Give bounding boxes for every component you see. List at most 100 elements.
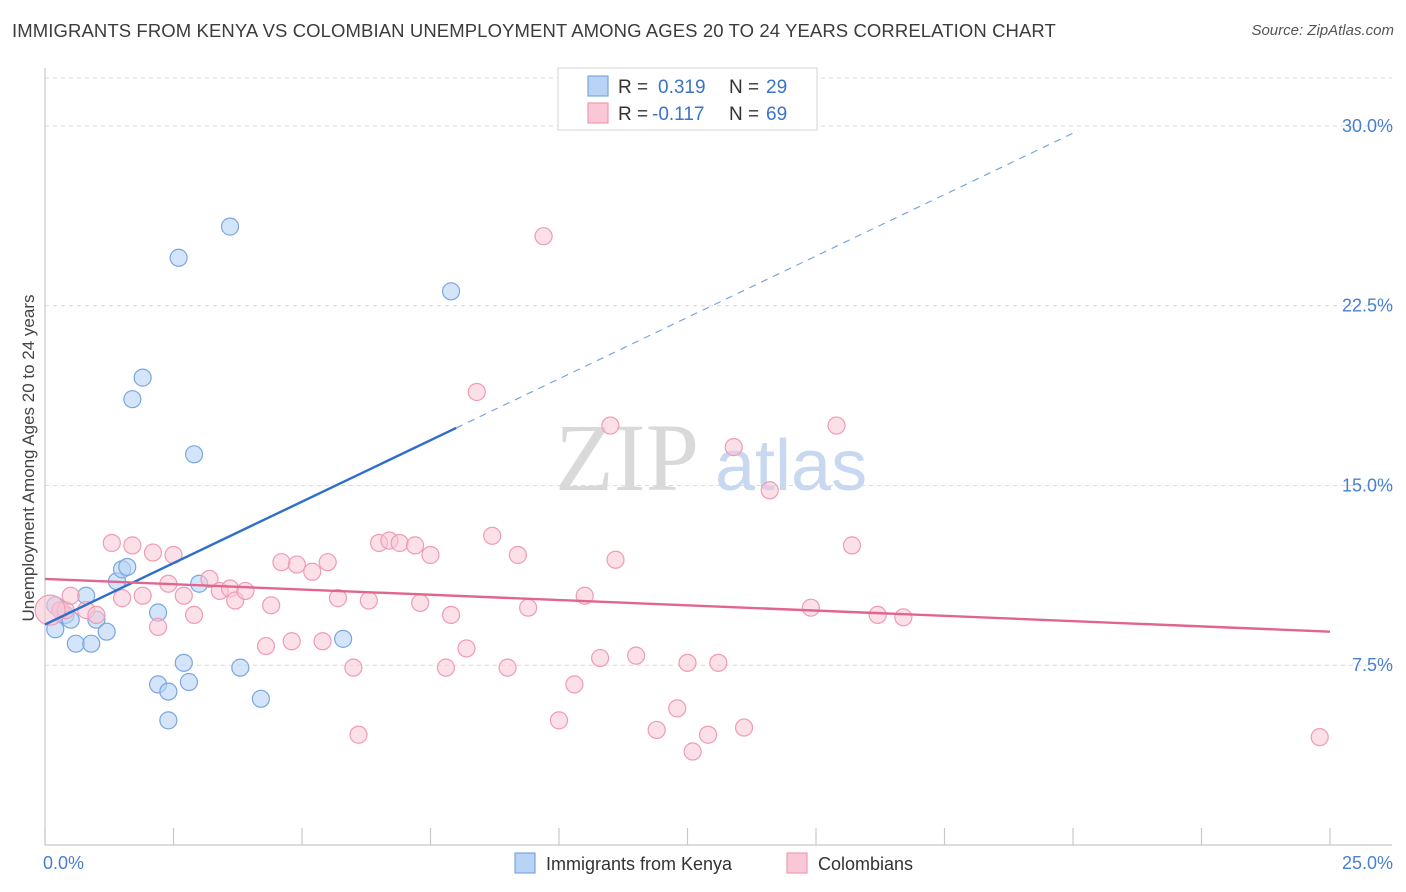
colombians-point [303, 562, 322, 581]
kenya-trend-line [44, 426, 457, 626]
y-axis-title: Unemployment Among Ages 20 to 24 years [19, 295, 38, 622]
colombians-point [313, 632, 332, 651]
colombians-point [734, 718, 754, 737]
colombians-point [282, 632, 301, 651]
legend-r-label-colombians: R = [618, 104, 648, 125]
colombians-point [148, 617, 168, 636]
colombians-point [760, 481, 779, 500]
kenya-point [66, 634, 85, 653]
legend-swatch-kenya [587, 75, 609, 97]
x-tick-label-max: 25.0% [1342, 853, 1393, 873]
colombians-point [262, 596, 281, 615]
y-tick-label: 15.0% [1342, 475, 1393, 495]
chart-title: IMMIGRANTS FROM KENYA VS COLOMBIAN UNEMP… [12, 20, 1056, 41]
kenya-point [174, 653, 193, 672]
trend-lines [44, 130, 1331, 633]
colombians-point [272, 553, 291, 572]
kenya-point [82, 634, 101, 653]
legend-r-value-colombians: -0.117 [652, 104, 704, 125]
kenya-point [220, 217, 240, 236]
x-tick-labels: 0.0% 25.0% [43, 853, 1393, 873]
colombians-point [626, 646, 646, 665]
colombians-point [61, 586, 80, 605]
colombians-point [200, 569, 219, 589]
colombians-point [457, 639, 476, 658]
colombians-point [827, 416, 846, 435]
series-legend: Immigrants from Kenya Colombians [514, 852, 913, 874]
legend-swatch-colombians [587, 102, 609, 124]
colombians-point [801, 598, 820, 617]
watermark-zip: ZIP [555, 404, 699, 511]
colombians-point [236, 581, 255, 601]
y-tick-label: 22.5% [1342, 296, 1393, 316]
colombians-point [328, 589, 348, 608]
colombians-point [549, 711, 569, 730]
colombians-point [606, 550, 625, 569]
y-tick-label: 30.0% [1342, 116, 1393, 136]
colombians-point [519, 598, 538, 617]
colombians-point [421, 545, 440, 565]
colombians-point [344, 658, 363, 677]
colombians-point [868, 605, 887, 625]
grid-lines [45, 77, 1392, 666]
colombians-point [498, 658, 517, 677]
stats-legend: R = 0.319 N = 29 R = -0.117 N = 69 [557, 67, 818, 131]
watermark: ZIP atlas [555, 404, 867, 511]
legend-n-label-colombians: N = [729, 104, 759, 125]
colombians-point [349, 725, 368, 744]
colombians-point [318, 553, 337, 572]
kenya-point [159, 682, 178, 701]
x-tick-label-min: 0.0% [43, 853, 84, 873]
bottom-legend-label-colombians: Colombians [818, 854, 913, 874]
colombians-point [87, 605, 106, 625]
y-tick-label: 7.5% [1352, 655, 1393, 675]
colombians-point [123, 536, 142, 555]
colombians-point [698, 725, 718, 744]
colombians-point [112, 589, 132, 608]
legend-n-value-colombians: 69 [766, 104, 787, 125]
colombians-point [1310, 728, 1329, 747]
colombians-point [591, 648, 610, 668]
colombians-point [184, 605, 204, 625]
colombians-point [534, 227, 553, 246]
source-label: Source: ZipAtlas.com [1251, 22, 1394, 39]
series-kenya-points [46, 217, 461, 730]
kenya-point [179, 672, 199, 692]
colombians-point [678, 653, 697, 672]
kenya-point [97, 622, 116, 641]
colombians-point [102, 533, 121, 553]
colombians-point [174, 586, 193, 605]
colombians-point [724, 438, 743, 457]
colombians-point [842, 536, 862, 555]
colombians-point [34, 594, 66, 626]
legend-n-value-kenya: 29 [766, 77, 787, 98]
kenya-point [123, 390, 142, 409]
kenya-point [118, 557, 137, 577]
bottom-legend-swatch-colombians [786, 852, 808, 874]
colombians-point [508, 545, 527, 565]
bottom-legend-label-kenya: Immigrants from Kenya [546, 854, 733, 874]
colombians-point [467, 382, 486, 402]
axes [44, 68, 1392, 846]
colombians-point [143, 543, 163, 562]
colombians-point [683, 742, 702, 761]
legend-r-label-kenya: R = [618, 77, 648, 98]
legend-r-value-kenya: 0.319 [658, 77, 706, 98]
kenya-point [231, 658, 250, 677]
colombians-point [256, 636, 276, 656]
kenya-point [251, 689, 270, 708]
colombians-point [668, 699, 687, 718]
colombians-point [709, 653, 728, 672]
kenya-point [441, 282, 461, 301]
colombians-point [436, 658, 456, 677]
colombians-point [390, 533, 409, 553]
colombians-point [405, 536, 425, 555]
colombians-point [359, 591, 378, 610]
kenya-trend-extension [455, 130, 1079, 429]
kenya-point [169, 248, 188, 267]
colombians-point [601, 416, 620, 435]
colombians-point [647, 720, 666, 740]
legend-n-label-kenya: N = [729, 77, 759, 98]
colombians-point [133, 586, 152, 605]
